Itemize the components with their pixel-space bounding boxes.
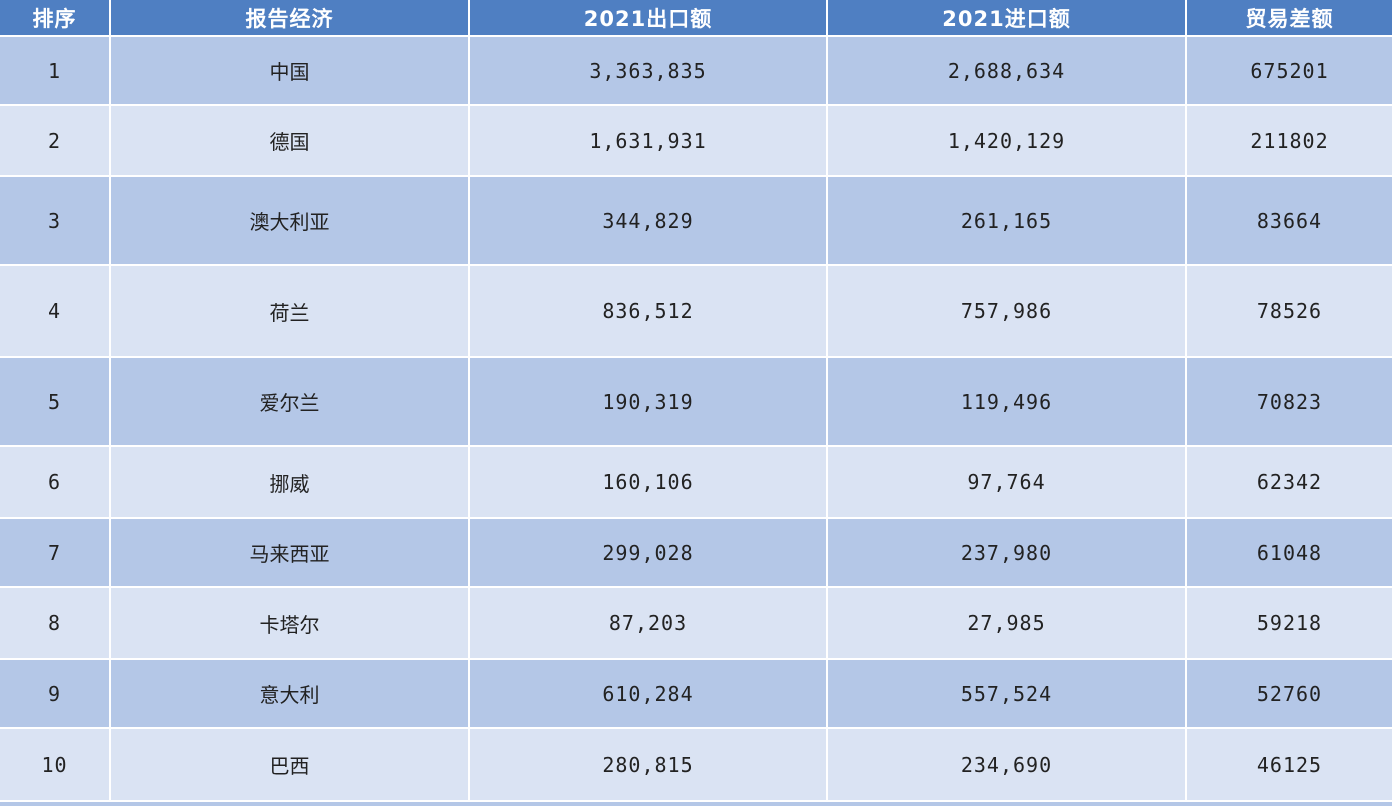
header-economy: 报告经济 [111, 0, 468, 35]
table-row: 5 爱尔兰 190,319 119,496 70823 [0, 358, 1392, 445]
cell-balance: 62342 [1187, 447, 1392, 517]
header-rank: 排序 [0, 0, 109, 35]
cell-economy: 中国 [111, 37, 468, 104]
cell-export: 280,815 [470, 729, 826, 800]
table-row: 10 巴西 280,815 234,690 46125 [0, 729, 1392, 800]
cell-economy: 德国 [111, 106, 468, 175]
table-row: 1 中国 3,363,835 2,688,634 675201 [0, 37, 1392, 104]
cell-balance: 52760 [1187, 660, 1392, 727]
cell-export: 160,106 [470, 447, 826, 517]
cell-economy: 爱尔兰 [111, 358, 468, 445]
cell-export: 610,284 [470, 660, 826, 727]
cell-import: 261,165 [828, 177, 1185, 264]
cell-rank: 3 [0, 177, 109, 264]
table-row: 4 荷兰 836,512 757,986 78526 [0, 266, 1392, 356]
table-row: 3 澳大利亚 344,829 261,165 83664 [0, 177, 1392, 264]
cell-import: 237,980 [828, 519, 1185, 586]
cell-rank: 6 [0, 447, 109, 517]
cell-import: 119,496 [828, 358, 1185, 445]
cell-export: 1,631,931 [470, 106, 826, 175]
table-row: 8 卡塔尔 87,203 27,985 59218 [0, 588, 1392, 658]
cell-economy: 荷兰 [111, 266, 468, 356]
cell-rank: 9 [0, 660, 109, 727]
cell-balance: 59218 [1187, 588, 1392, 658]
cell-balance: 211802 [1187, 106, 1392, 175]
table-bottom-edge [0, 802, 1392, 806]
cell-export: 87,203 [470, 588, 826, 658]
table-row: 2 德国 1,631,931 1,420,129 211802 [0, 106, 1392, 175]
cell-import: 97,764 [828, 447, 1185, 517]
cell-export: 836,512 [470, 266, 826, 356]
cell-rank: 5 [0, 358, 109, 445]
cell-economy: 马来西亚 [111, 519, 468, 586]
cell-balance: 61048 [1187, 519, 1392, 586]
cell-export: 3,363,835 [470, 37, 826, 104]
table-row: 6 挪威 160,106 97,764 62342 [0, 447, 1392, 517]
cell-balance: 78526 [1187, 266, 1392, 356]
cell-balance: 46125 [1187, 729, 1392, 800]
cell-export: 190,319 [470, 358, 826, 445]
cell-import: 2,688,634 [828, 37, 1185, 104]
cell-rank: 7 [0, 519, 109, 586]
table-header-row: 排序 报告经济 2021出口额 2021进口额 贸易差额 [0, 0, 1392, 35]
cell-balance: 70823 [1187, 358, 1392, 445]
header-import: 2021进口额 [828, 0, 1185, 35]
cell-rank: 4 [0, 266, 109, 356]
cell-import: 234,690 [828, 729, 1185, 800]
cell-rank: 10 [0, 729, 109, 800]
cell-balance: 83664 [1187, 177, 1392, 264]
cell-import: 27,985 [828, 588, 1185, 658]
cell-import: 757,986 [828, 266, 1185, 356]
cell-import: 557,524 [828, 660, 1185, 727]
cell-export: 344,829 [470, 177, 826, 264]
header-balance: 贸易差额 [1187, 0, 1392, 35]
cell-rank: 8 [0, 588, 109, 658]
cell-rank: 2 [0, 106, 109, 175]
cell-economy: 卡塔尔 [111, 588, 468, 658]
cell-balance: 675201 [1187, 37, 1392, 104]
header-export: 2021出口额 [470, 0, 826, 35]
table-row: 9 意大利 610,284 557,524 52760 [0, 660, 1392, 727]
cell-economy: 巴西 [111, 729, 468, 800]
cell-economy: 意大利 [111, 660, 468, 727]
cell-rank: 1 [0, 37, 109, 104]
table-body: 1 中国 3,363,835 2,688,634 675201 2 德国 1,6… [0, 37, 1392, 802]
cell-import: 1,420,129 [828, 106, 1185, 175]
cell-economy: 澳大利亚 [111, 177, 468, 264]
cell-export: 299,028 [470, 519, 826, 586]
table-row: 7 马来西亚 299,028 237,980 61048 [0, 519, 1392, 586]
cell-economy: 挪威 [111, 447, 468, 517]
